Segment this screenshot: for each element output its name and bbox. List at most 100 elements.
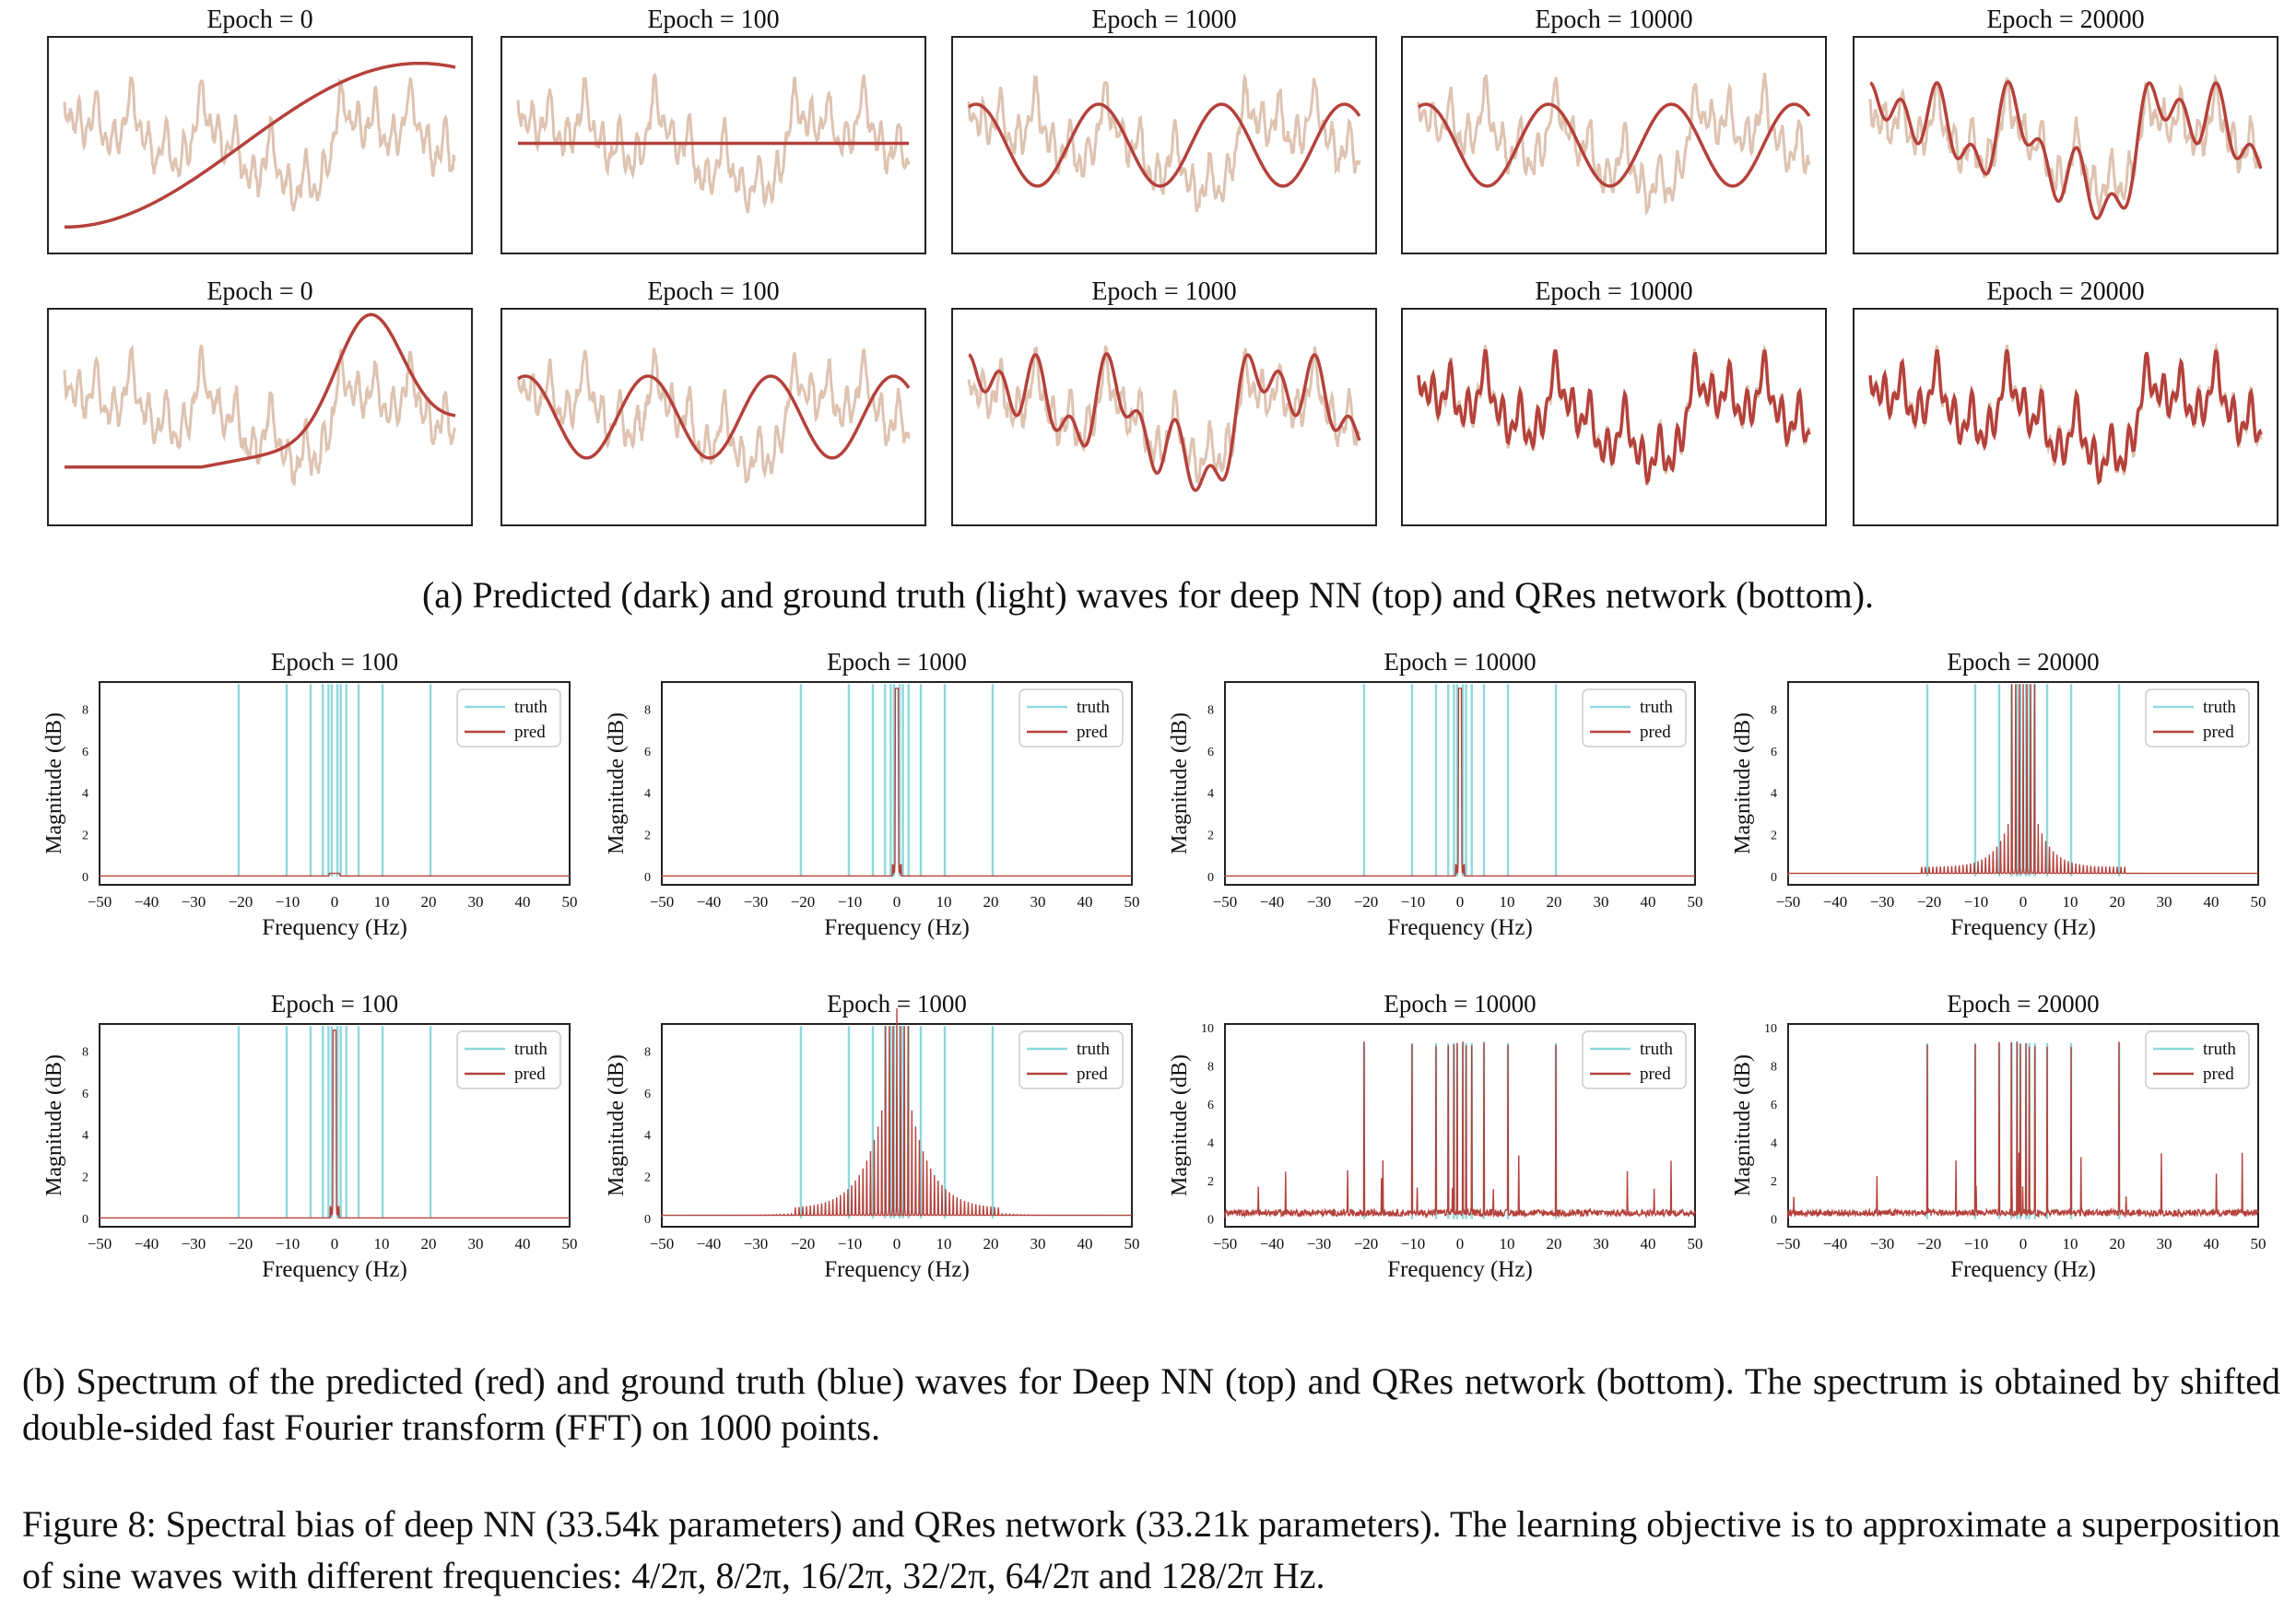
x-tick-label: 40 [1077, 1235, 1093, 1253]
x-tick-label: 30 [2157, 893, 2172, 911]
wave-panel-frame [47, 308, 473, 526]
x-tick-label: −50 [1776, 1235, 1801, 1253]
y-tick-label: 8 [1207, 703, 1214, 717]
pred-spectrum-line [1787, 684, 2258, 876]
y-tick-label: 8 [644, 1045, 651, 1059]
legend-truth-label: truth [2203, 1040, 2236, 1059]
wave-panel-title: Epoch = 0 [206, 6, 312, 34]
truth-wave-line [967, 345, 1361, 484]
wave-panel-frame [1401, 308, 1827, 526]
x-tick-label: 40 [515, 1235, 531, 1253]
spectrum-panel-frame [1787, 681, 2259, 886]
wave-panel-frame [47, 36, 473, 254]
y-tick-label: 4 [82, 787, 88, 801]
x-tick-label: 0 [2019, 893, 2028, 911]
x-tick-label: 20 [421, 1235, 437, 1253]
legend-truth-label: truth [1077, 1040, 1110, 1059]
spectrum-panel-title: Epoch = 100 [271, 648, 398, 676]
legend-pred-label: pred [1077, 723, 1108, 742]
y-tick-label: 8 [82, 1045, 88, 1059]
y-tick-label: 6 [1771, 746, 1777, 759]
x-tick-label: 30 [1030, 893, 1046, 911]
truth-wave-line [1868, 73, 2263, 215]
legend-pred-label: pred [1077, 1065, 1108, 1084]
x-tick-label: −20 [1917, 893, 1942, 911]
y-tick-label: 2 [1207, 1175, 1214, 1189]
x-tick-label: −30 [744, 1235, 769, 1253]
x-tick-label: 10 [1500, 1235, 1515, 1253]
x-tick-label: −20 [1354, 893, 1379, 911]
truth-wave-line [967, 73, 1361, 213]
x-tick-label: −50 [88, 1235, 112, 1253]
x-axis-label: Frequency (Hz) [262, 1257, 407, 1282]
x-axis-label: Frequency (Hz) [1387, 1257, 1533, 1282]
y-tick-label: 2 [644, 830, 651, 843]
y-axis-label: Magnitude (dB) [1731, 1054, 1755, 1196]
spectrum-panel-title: Epoch = 20000 [1947, 990, 2099, 1018]
x-tick-label: 0 [331, 1235, 339, 1253]
x-tick-label: 10 [1500, 893, 1515, 911]
pred-wave-line [1869, 80, 2263, 220]
x-tick-label: 0 [331, 893, 339, 911]
x-tick-label: −40 [135, 893, 159, 911]
x-tick-label: 50 [562, 1235, 578, 1253]
y-tick-label: 2 [644, 1171, 651, 1185]
y-axis-label: Magnitude (dB) [1168, 1054, 1192, 1196]
legend-pred-label: pred [514, 723, 546, 742]
pred-spectrum-line [1787, 1041, 2259, 1219]
legend-truth-label: truth [1640, 698, 1673, 717]
wave-panel-title: Epoch = 20000 [1986, 6, 2144, 34]
pred-wave-line [968, 102, 1361, 188]
x-tick-label: −20 [229, 1235, 253, 1253]
x-tick-label: 40 [2204, 893, 2219, 911]
y-tick-label: 4 [1207, 1137, 1214, 1151]
x-tick-label: 30 [1594, 893, 1609, 911]
x-tick-label: 0 [2019, 1235, 2028, 1253]
y-tick-label: 2 [1771, 1175, 1777, 1189]
x-tick-label: −50 [650, 893, 675, 911]
y-axis-label: Magnitude (dB) [42, 712, 66, 854]
y-tick-label: 0 [82, 1213, 88, 1227]
x-tick-label: −50 [1776, 893, 1801, 911]
x-tick-label: −20 [791, 893, 816, 911]
wave-panel-frame [500, 308, 926, 526]
x-axis-label: Frequency (Hz) [1950, 915, 2096, 940]
spectrum-panel-title: Epoch = 10000 [1383, 648, 1536, 676]
spectrum-panel-frame [661, 681, 1133, 886]
x-tick-label: −40 [697, 893, 722, 911]
subcaption-a: (a) Predicted (dark) and ground truth (l… [421, 574, 1875, 616]
x-tick-label: −20 [1354, 1235, 1379, 1253]
x-tick-label: −50 [88, 893, 112, 911]
y-tick-label: 8 [1771, 703, 1777, 717]
x-tick-label: 20 [1547, 1235, 1562, 1253]
x-tick-label: 20 [2110, 893, 2125, 911]
y-tick-label: 6 [82, 746, 88, 759]
legend-truth-label: truth [1640, 1040, 1673, 1059]
pred-spectrum-line [661, 1007, 1132, 1218]
y-tick-label: 2 [1207, 830, 1214, 843]
y-axis-label: Magnitude (dB) [42, 1054, 66, 1196]
spectrum-panel-title: Epoch = 10000 [1383, 990, 1536, 1018]
y-axis-label: Magnitude (dB) [605, 1054, 629, 1196]
x-tick-label: −10 [838, 893, 863, 911]
y-tick-label: 4 [1207, 787, 1214, 801]
y-tick-label: 0 [1207, 871, 1214, 885]
spectrum-panel-frame [1787, 1023, 2259, 1228]
spectrum-panel-frame [99, 681, 571, 886]
wave-panel-frame [1853, 36, 2278, 254]
y-tick-label: 6 [1771, 1099, 1777, 1112]
wave-panel-title: Epoch = 100 [647, 6, 779, 34]
wave-panel-title: Epoch = 100 [647, 277, 779, 306]
y-tick-label: 0 [644, 1213, 651, 1227]
x-tick-label: 40 [515, 893, 531, 911]
wave-panel-title: Epoch = 0 [206, 277, 312, 306]
x-tick-label: 20 [1547, 893, 1562, 911]
x-tick-label: 10 [936, 893, 952, 911]
y-tick-label: 6 [644, 1088, 651, 1101]
x-tick-label: −20 [1917, 1235, 1942, 1253]
pred-wave-line [1418, 102, 1811, 188]
x-tick-label: 30 [2157, 1235, 2172, 1253]
y-tick-label: 4 [1771, 787, 1777, 801]
x-tick-label: 30 [468, 893, 484, 911]
x-tick-label: 30 [1594, 1235, 1609, 1253]
